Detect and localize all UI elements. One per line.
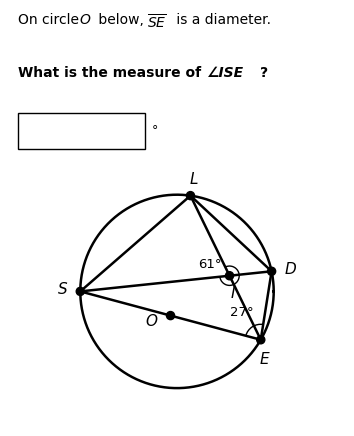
Text: I: I [230, 286, 235, 301]
Text: 27°: 27° [230, 306, 253, 319]
Bar [18, 112, 145, 149]
Text: S: S [58, 282, 68, 297]
Text: E: E [260, 352, 269, 368]
Text: O: O [145, 314, 157, 329]
Text: $\overline{SE}$: $\overline{SE}$ [147, 13, 166, 31]
Text: ?: ? [260, 66, 268, 80]
Circle shape [76, 287, 84, 296]
Text: °: ° [152, 124, 159, 137]
Circle shape [187, 191, 194, 200]
Text: ∠ISE: ∠ISE [207, 66, 244, 80]
Circle shape [225, 272, 234, 280]
Circle shape [166, 312, 175, 320]
Text: below,: below, [94, 13, 148, 27]
Text: O: O [80, 13, 91, 27]
Text: is a diameter.: is a diameter. [172, 13, 271, 27]
Text: What is the measure of: What is the measure of [18, 66, 206, 80]
Text: D: D [284, 262, 296, 277]
Circle shape [257, 336, 265, 344]
Circle shape [268, 267, 276, 276]
Text: On circle: On circle [18, 13, 83, 27]
Text: 61°: 61° [199, 258, 222, 271]
Text: L: L [190, 172, 199, 187]
